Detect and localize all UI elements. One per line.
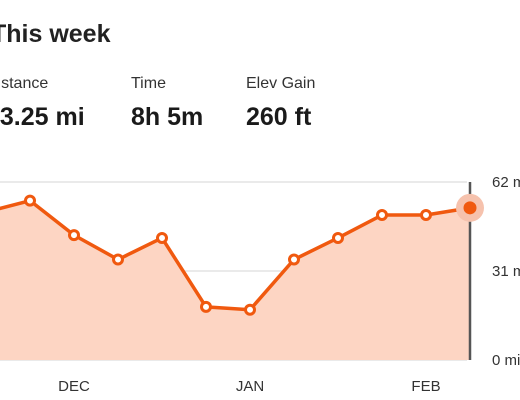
data-point[interactable] — [376, 209, 388, 222]
stat-time-label: Time — [131, 75, 166, 92]
data-point[interactable] — [288, 253, 300, 266]
stat-elev-gain-label: Elev Gain — [246, 75, 316, 92]
series-line — [0, 198, 471, 312]
data-points — [24, 193, 484, 316]
stat-time-value: 8h 5m — [131, 103, 204, 131]
data-point[interactable] — [156, 231, 168, 244]
data-point[interactable] — [68, 229, 80, 242]
data-point[interactable] — [332, 231, 344, 244]
area-fill — [0, 200, 470, 360]
y-tick-label: 31 mi — [492, 263, 520, 280]
x-tick-label: FEB — [411, 378, 440, 395]
stat-distance-value: 33.25 mi — [0, 103, 85, 131]
x-tick-label: JAN — [236, 378, 264, 395]
page-title: This week — [0, 20, 111, 48]
data-point[interactable] — [200, 300, 212, 313]
data-point[interactable] — [112, 253, 124, 266]
y-tick-label: 0 mi — [492, 352, 520, 369]
stat-elev-gain: Elev Gain 260 ft — [246, 74, 315, 132]
stat-elev-gain-value: 260 ft — [246, 103, 312, 131]
y-tick-label: 62 mi — [492, 174, 520, 191]
data-point[interactable] — [24, 194, 36, 207]
x-axis-ticks: DEC JAN FEB — [58, 378, 440, 395]
y-axis-ticks: 0 mi 31 mi 62 mi — [492, 174, 520, 369]
x-tick-label: DEC — [58, 378, 90, 395]
stat-distance-label: Distance — [0, 75, 49, 92]
data-point-highlighted[interactable] — [463, 201, 477, 215]
stat-time: Time 8h 5m — [131, 74, 203, 132]
stat-distance: Distance 33.25 mi — [0, 74, 85, 132]
data-point[interactable] — [420, 209, 432, 222]
data-point[interactable] — [244, 303, 256, 316]
